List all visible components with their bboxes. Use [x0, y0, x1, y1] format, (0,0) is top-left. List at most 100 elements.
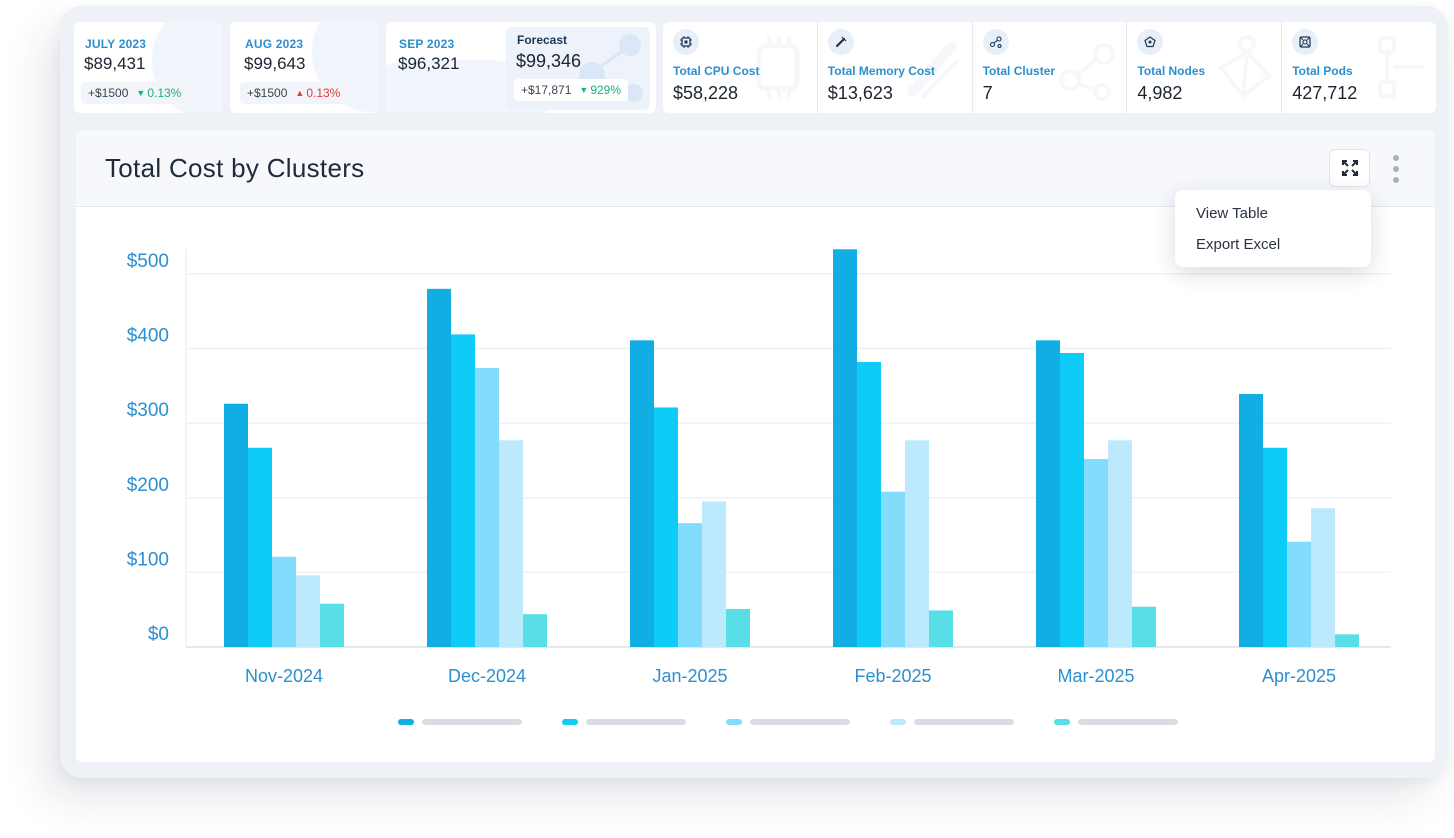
- kpi-cpu-cost[interactable]: Total CPU Cost $58,228: [663, 22, 818, 113]
- trend-down-icon: ▼: [136, 88, 146, 98]
- trend-down-icon: ▼: [579, 85, 589, 95]
- cpu-watermark-icon: [756, 36, 800, 98]
- bar: [1132, 606, 1156, 647]
- y-tick-label: $300: [127, 400, 169, 421]
- bar: [451, 334, 475, 647]
- bar: [1287, 541, 1311, 647]
- kpi-value: 427,712: [1292, 83, 1358, 103]
- kpi-value: 7: [982, 83, 993, 103]
- kpi-row: Total CPU Cost $58,228 Total Memory Cost…: [663, 22, 1436, 113]
- kpi-value: $58,228: [673, 83, 739, 103]
- y-tick-label: $500: [127, 251, 169, 272]
- y-tick-label: $400: [127, 326, 169, 347]
- legend-swatch: [726, 719, 742, 725]
- bar: [272, 556, 296, 647]
- forecast-label: Forecast: [517, 33, 568, 47]
- month-value: $99,643: [244, 54, 306, 73]
- more-options-icon[interactable]: [1386, 152, 1406, 186]
- delta-percent: 0.13%: [306, 86, 341, 100]
- trend-up-icon: ▲: [295, 88, 305, 98]
- bar: [248, 447, 272, 647]
- bar: [929, 610, 953, 647]
- kpi-total-pods[interactable]: Total Pods 427,712: [1282, 22, 1436, 113]
- delta-amount: +$17,871: [521, 83, 572, 97]
- kpi-memory-cost[interactable]: Total Memory Cost $13,623: [818, 22, 973, 113]
- y-tick-label: $200: [127, 475, 169, 496]
- pods-watermark-icon: [1377, 36, 1424, 98]
- menu-item-view-table[interactable]: View Table: [1196, 205, 1268, 222]
- month-card-aug[interactable]: AUG 2023 $99,643 +$1500 ▲ 0.13%: [230, 22, 379, 113]
- delta-pill: +$1500 ▼ 0.13%: [81, 82, 193, 104]
- kpi-value: $13,623: [827, 83, 893, 103]
- x-tick-label: Dec-2024: [448, 666, 526, 686]
- bar: [475, 367, 499, 647]
- bar: [1239, 394, 1263, 647]
- bar: [726, 608, 750, 647]
- bar: [702, 501, 726, 647]
- x-tick-label: Jan-2025: [652, 666, 727, 686]
- expand-button[interactable]: [1329, 149, 1370, 187]
- bar: [523, 614, 547, 647]
- memory-watermark-icon: [906, 41, 960, 100]
- bar: [1084, 458, 1108, 647]
- forecast-box[interactable]: Forecast $99,346 +$17,871 ▼ 929%: [506, 27, 650, 110]
- bar: [1108, 440, 1132, 647]
- kpi-label: Total Cluster: [982, 64, 1056, 78]
- expand-icon: [1341, 160, 1358, 176]
- bar: [630, 340, 654, 647]
- forecast-delta-pill: +$17,871 ▼ 929%: [514, 79, 629, 101]
- x-tick-label: Nov-2024: [245, 666, 323, 686]
- x-tick-label: Apr-2025: [1262, 666, 1336, 686]
- legend-swatch: [398, 719, 414, 725]
- x-tick-label: Feb-2025: [854, 666, 931, 686]
- cpu-icon: [673, 29, 699, 55]
- kpi-value: 4,982: [1137, 83, 1183, 103]
- bar: [320, 603, 344, 647]
- x-tick-label: Mar-2025: [1057, 666, 1134, 686]
- forecast-value: $99,346: [516, 51, 582, 71]
- bar: [1036, 340, 1060, 647]
- bar: [1060, 353, 1084, 647]
- memory-icon: [827, 29, 854, 55]
- kpi-label: Total Memory Cost: [827, 64, 935, 78]
- legend-label-placeholder: [1078, 719, 1178, 725]
- month-value: $89,431: [84, 54, 146, 73]
- bar-chart: $0 $100 $200 $300 $400 $500 Nov-2024 Dec-2024 Ja…: [127, 249, 1391, 725]
- cluster-watermark-icon: [1059, 43, 1116, 101]
- kpi-total-cluster[interactable]: Total Cluster 7: [973, 22, 1128, 113]
- bar: [857, 361, 881, 647]
- chart-title: Total Cost by Clusters: [105, 153, 365, 183]
- month-card-sep[interactable]: SEP 2023 $96,321 Forecast $99,346 +$17,8…: [386, 22, 656, 113]
- nodes-icon: [1137, 29, 1164, 55]
- bar: [1335, 634, 1359, 647]
- delta-pill: +$1500 ▲ 0.13%: [240, 82, 354, 104]
- bar: [881, 491, 905, 647]
- legend-label-placeholder: [422, 719, 522, 725]
- pods-icon: [1292, 29, 1319, 55]
- bar: [654, 407, 678, 647]
- bar: [296, 575, 320, 647]
- delta-percent: 0.13%: [147, 86, 182, 100]
- menu-item-export-excel[interactable]: Export Excel: [1196, 236, 1281, 253]
- kpi-label: Total CPU Cost: [673, 64, 760, 78]
- legend-label-placeholder: [586, 719, 686, 725]
- bar: [905, 440, 929, 647]
- legend-swatch: [1054, 719, 1070, 725]
- bar: [678, 523, 702, 647]
- month-card-july[interactable]: JULY 2023 $89,431 +$1500 ▼ 0.13%: [74, 22, 223, 113]
- bar: [427, 288, 451, 647]
- month-label: JULY 2023: [85, 37, 147, 51]
- delta-amount: +$1500: [247, 86, 288, 100]
- kpi-label: Total Nodes: [1137, 64, 1206, 78]
- kpi-total-nodes[interactable]: Total Nodes 4,982: [1127, 22, 1283, 113]
- legend-swatch: [562, 719, 578, 725]
- delta-percent: 929%: [590, 83, 622, 97]
- delta-amount: +$1500: [88, 86, 129, 100]
- legend-swatch: [890, 719, 906, 725]
- month-value: $96,321: [398, 54, 460, 73]
- bar: [1311, 508, 1335, 647]
- legend-label-placeholder: [750, 719, 850, 725]
- y-tick-label: $0: [148, 624, 169, 645]
- cluster-icon: [982, 29, 1009, 55]
- month-label: AUG 2023: [245, 37, 304, 51]
